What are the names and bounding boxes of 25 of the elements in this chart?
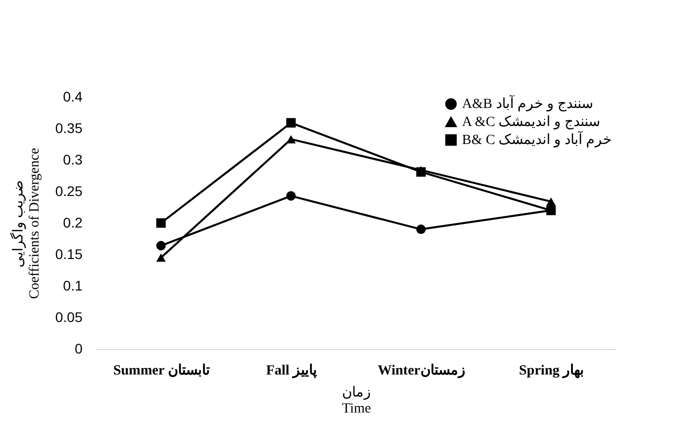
x-tick-label: Winterزمستان [378, 364, 466, 378]
point [286, 118, 296, 128]
x-tick-label: Fall پاییز [266, 364, 317, 378]
point [546, 197, 556, 206]
y-tick-label: 0.05 [55, 309, 83, 325]
point [286, 191, 296, 201]
point [416, 224, 426, 234]
y-tick-label: 0.35 [55, 120, 83, 136]
y-tick-label: 0.1 [63, 278, 83, 294]
x-tick-label: Summer تابستان [113, 364, 210, 378]
point [156, 218, 166, 228]
point [156, 240, 166, 250]
y-tick-label: 0.25 [55, 183, 83, 199]
x-tick-label: Spring بهار [519, 364, 584, 378]
y-tick-label: 0.4 [63, 88, 83, 104]
y-tick-label: 0.2 [63, 214, 83, 230]
y-tick-label: 0 [74, 340, 83, 356]
y-tick-label: 0.3 [63, 152, 83, 168]
legend-label: A&B سنندج و خرم آباد [462, 94, 594, 112]
point [546, 206, 556, 216]
legend-label: A &C سنندج و اندیمشک [462, 115, 601, 130]
y-tick-label: 0.15 [55, 246, 83, 262]
point [156, 254, 166, 262]
legend-label: B& C خرم آباد و اندیمشک [462, 130, 612, 148]
point [286, 135, 296, 144]
